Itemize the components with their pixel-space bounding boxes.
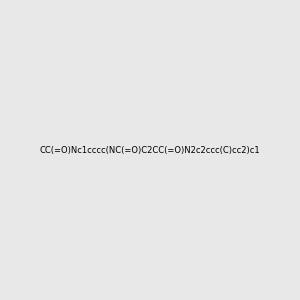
- Text: CC(=O)Nc1cccc(NC(=O)C2CC(=O)N2c2ccc(C)cc2)c1: CC(=O)Nc1cccc(NC(=O)C2CC(=O)N2c2ccc(C)cc…: [40, 146, 260, 154]
